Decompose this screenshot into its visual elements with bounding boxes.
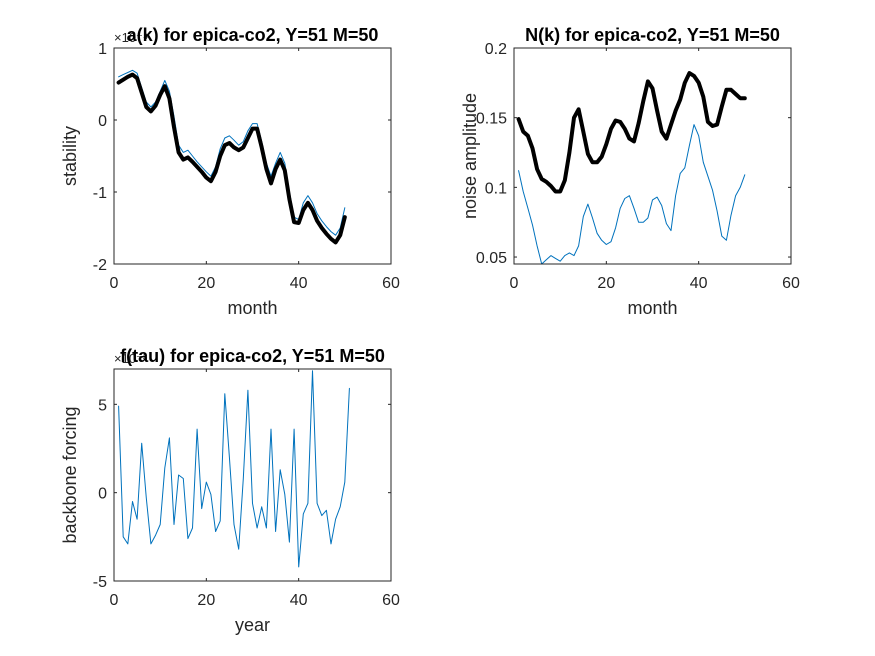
y-tick-label: 1 xyxy=(98,41,107,58)
series-line-2 xyxy=(116,72,347,245)
axis-exponent-label: ×10⁻³ xyxy=(114,351,148,366)
y-axis-label: noise amplitude xyxy=(460,93,480,219)
x-tick-label: 40 xyxy=(290,592,308,609)
y-tick-label: 0.05 xyxy=(476,250,507,267)
axes-box xyxy=(113,368,392,582)
axis-exponent-label: ×10⁻⁴ xyxy=(114,30,149,45)
y-tick-label: 5 xyxy=(98,397,107,414)
x-axis-label: month xyxy=(627,298,677,318)
y-tick-label: 0 xyxy=(98,486,107,503)
x-tick-label: 20 xyxy=(197,592,215,609)
x-tick-label: 0 xyxy=(510,275,519,292)
x-tick-label: 0 xyxy=(110,592,119,609)
chart-title: N(k) for epica-co2, Y=51 M=50 xyxy=(525,25,780,45)
y-axis-label: stability xyxy=(60,126,80,186)
y-axis-label: backbone forcing xyxy=(60,406,80,543)
y-tick-label: 0 xyxy=(98,113,107,130)
y-tick-label: 0.2 xyxy=(485,41,507,58)
x-axis-label: month xyxy=(227,298,277,318)
x-axis-label: year xyxy=(235,615,270,635)
x-tick-label: 20 xyxy=(197,275,215,292)
x-tick-label: 20 xyxy=(597,275,615,292)
y-tick-label: -5 xyxy=(93,574,107,591)
axes-box xyxy=(513,47,792,265)
x-tick-label: 60 xyxy=(782,275,800,292)
x-tick-label: 0 xyxy=(110,275,119,292)
y-tick-label: -1 xyxy=(93,185,107,202)
y-tick-label: 0.1 xyxy=(485,180,507,197)
chart-title: a(k) for epica-co2, Y=51 M=50 xyxy=(127,25,379,45)
axes-box xyxy=(113,47,392,265)
series-group xyxy=(516,71,747,264)
series-line-1 xyxy=(518,124,746,264)
chart-title: f(tau) for epica-co2, Y=51 M=50 xyxy=(120,346,385,366)
series-line-1 xyxy=(118,370,350,568)
x-tick-label: 40 xyxy=(690,275,708,292)
x-tick-label: 60 xyxy=(382,592,400,609)
y-tick-label: -2 xyxy=(93,257,107,274)
chart-panel-2: 0 20 40 60 0.05 0.1 0.15 0.2 month noise amplitud… xyxy=(460,25,800,318)
series-line-2 xyxy=(516,71,747,194)
series-group xyxy=(118,370,350,568)
series-group xyxy=(116,69,347,245)
x-tick-label: 40 xyxy=(290,275,308,292)
chart-panel-1: 0 20 40 60 -2 -1 0 1 month stability ×10⁻⁴a(k) for… xyxy=(60,25,400,318)
x-tick-label: 60 xyxy=(382,275,400,292)
y-tick-label: 0.15 xyxy=(476,111,507,128)
